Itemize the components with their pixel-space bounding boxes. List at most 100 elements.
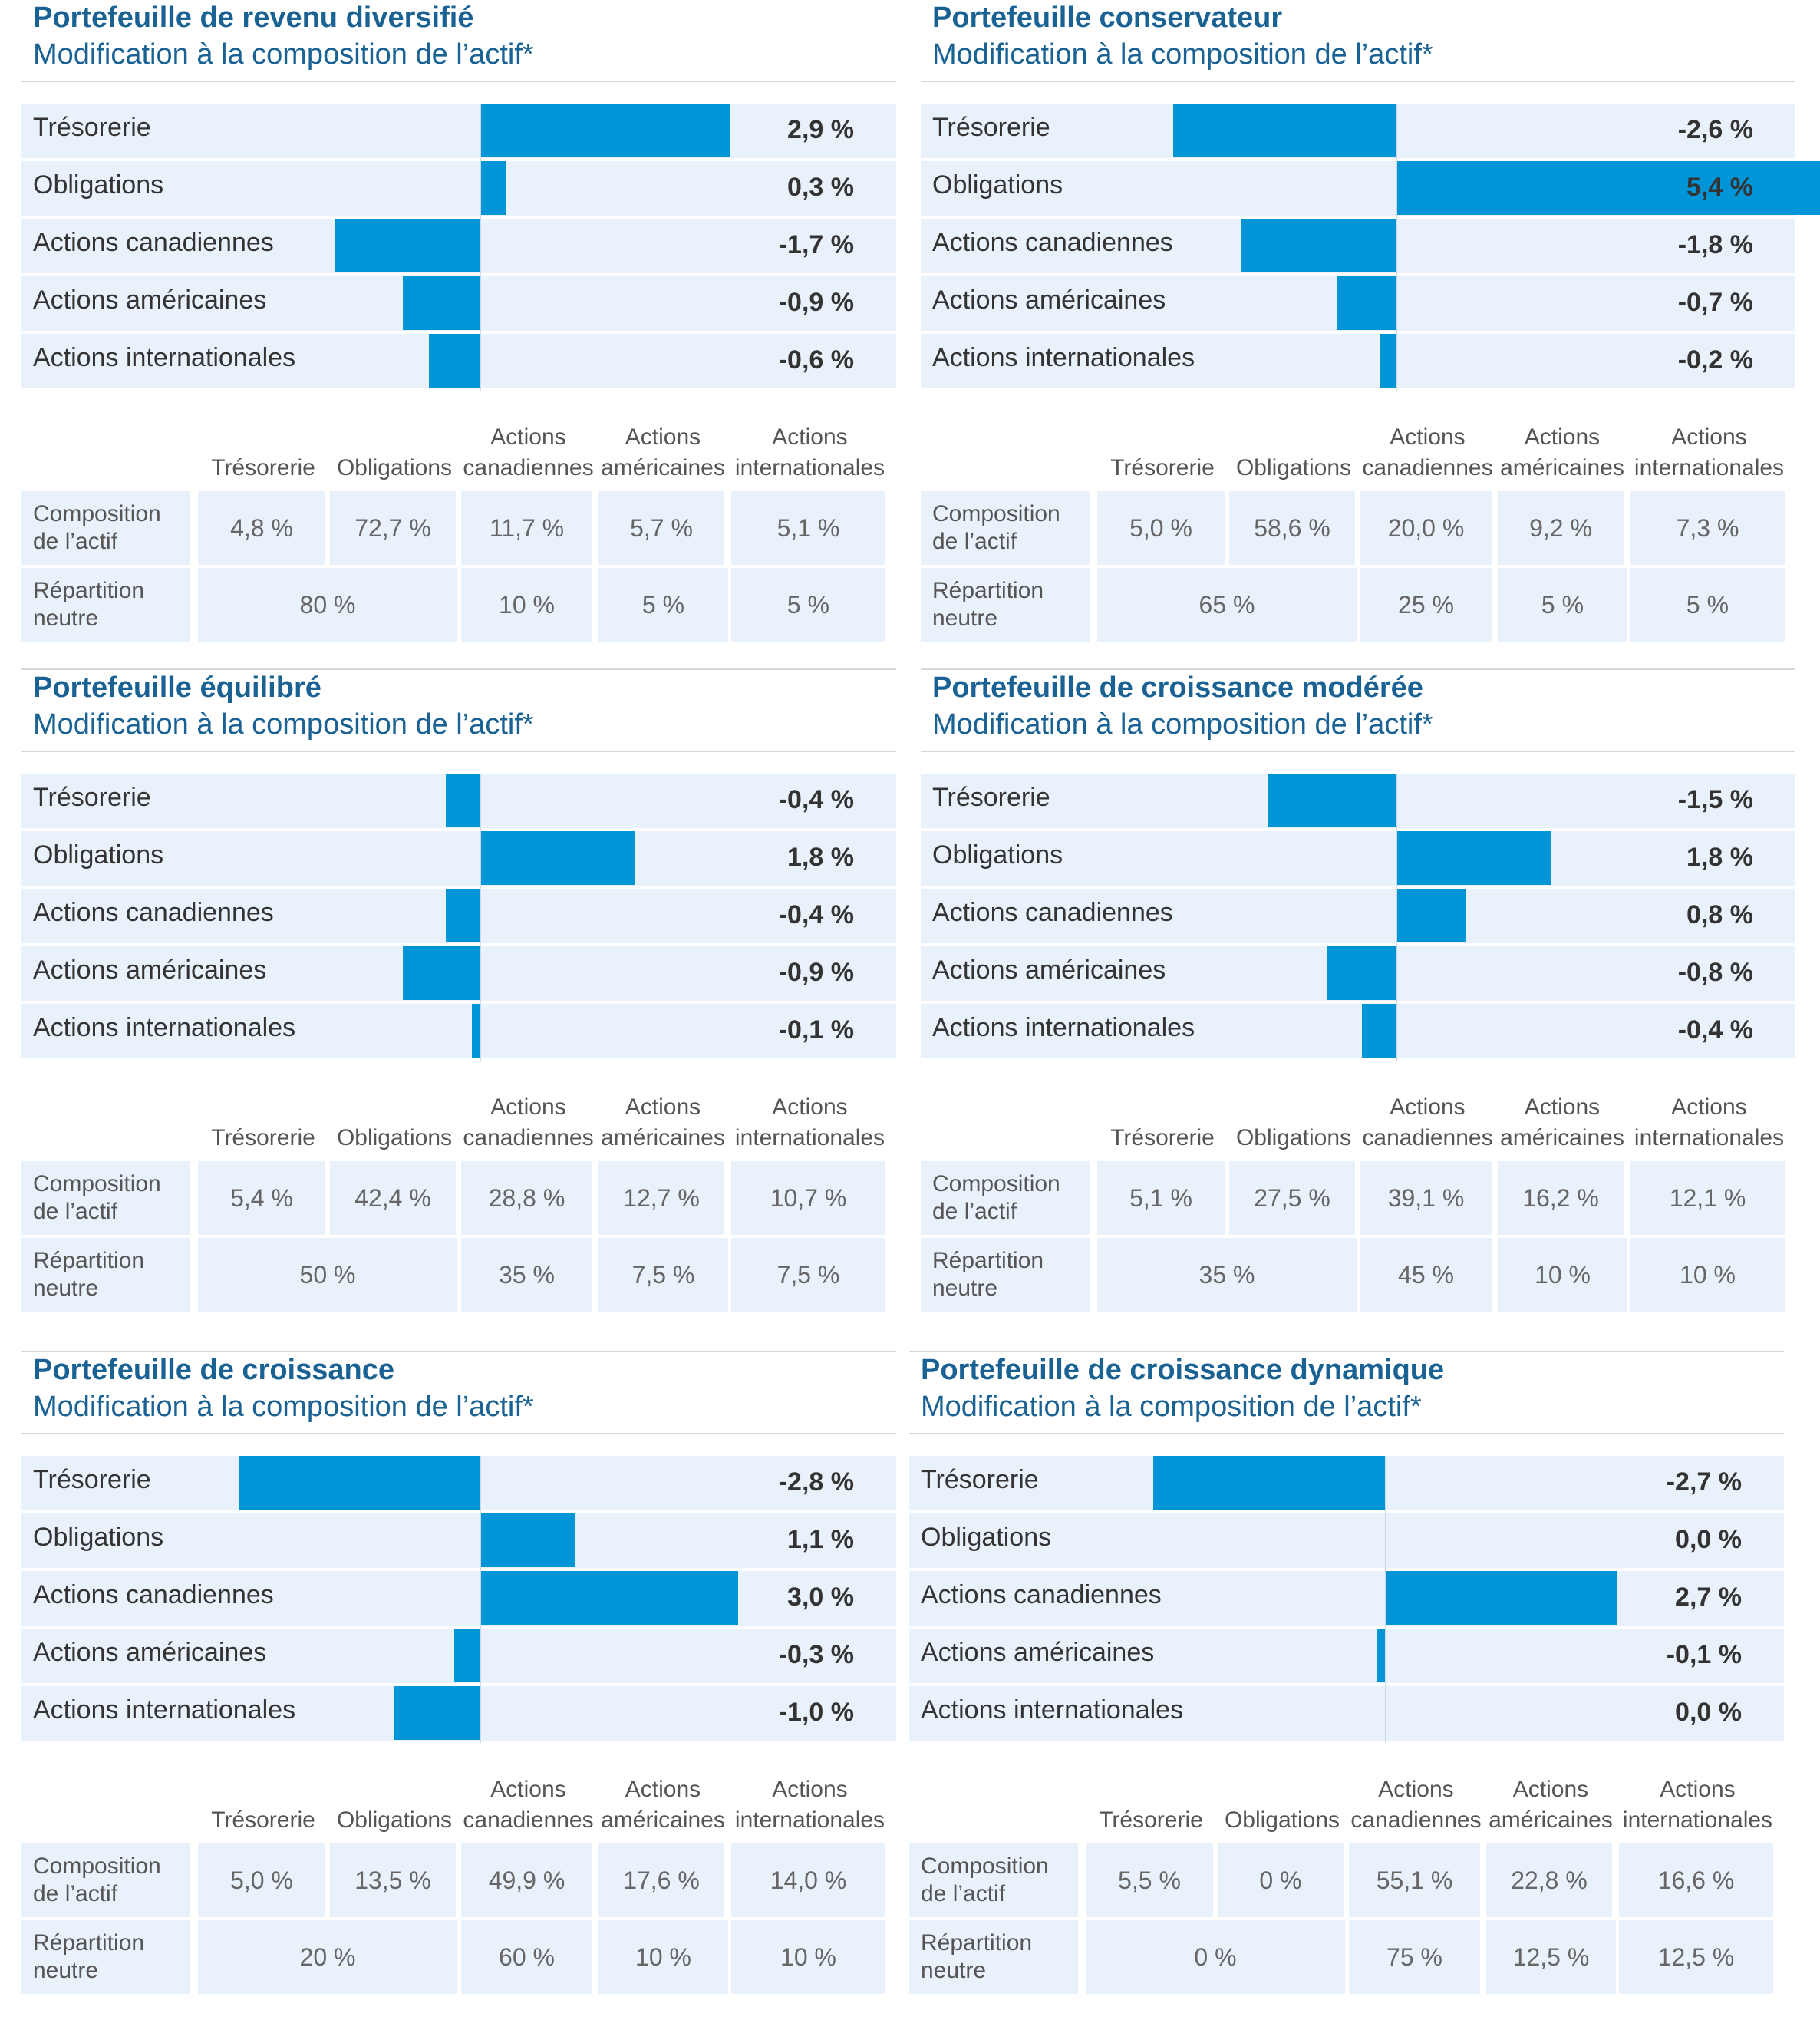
neutral-cell: 75 % xyxy=(1349,1920,1480,1994)
category-label: Actions canadiennes xyxy=(33,1580,274,1609)
table-column-header: Trésorerie xyxy=(211,1125,315,1150)
bar xyxy=(1396,889,1466,942)
value-label: 3,0 % xyxy=(787,1583,854,1612)
chart-subtitle: Modification à la composition de l’actif… xyxy=(33,1391,534,1423)
table-column-header: Actions américaines xyxy=(1500,424,1624,480)
table-column-header: Actions canadiennes xyxy=(1362,1094,1493,1150)
value-label: 1,8 % xyxy=(787,843,854,872)
bar-row: Trésorerie -1,5 % xyxy=(921,774,1795,828)
chart-panel: Portefeuille de croissance Modification à… xyxy=(21,1351,896,2012)
bar-row: Obligations 0,3 % xyxy=(21,161,896,216)
bar xyxy=(403,946,480,1000)
bar xyxy=(1152,1456,1385,1510)
bar-row: Actions américaines -0,3 % xyxy=(21,1629,896,1683)
value-label: 0,8 % xyxy=(1686,900,1753,929)
bar-row: Trésorerie -2,6 % xyxy=(921,104,1795,158)
table-column-header: Obligations xyxy=(336,455,453,480)
bar xyxy=(239,1456,480,1510)
zero-line xyxy=(1396,104,1397,391)
bar-area: Trésorerie -1,5 % Obligations 1,8 % Actions … xyxy=(921,774,1795,1061)
bar xyxy=(1172,104,1396,157)
bar-row: Actions canadiennes -1,7 % xyxy=(21,219,896,273)
allocation-table: Trésorerie Obligations Actions canadiennes… xyxy=(21,1084,896,1312)
composition-cell: 0 % xyxy=(1218,1843,1344,1917)
bar xyxy=(428,334,480,388)
bar-row: Trésorerie 2,9 % xyxy=(21,104,896,158)
value-label: -1,5 % xyxy=(1677,785,1753,814)
row-header-neutral: Répartition neutre xyxy=(21,1238,190,1312)
chart-title: Portefeuille de croissance xyxy=(33,1354,394,1386)
bar-area: Trésorerie -2,7 % Obligations 0,0 % Actions … xyxy=(909,1456,1784,1743)
chart-panel: Portefeuille conservateur Modification à … xyxy=(921,0,1820,660)
panel-divider xyxy=(921,668,1795,670)
category-label: Obligations xyxy=(932,170,1063,200)
bar-row: Actions internationales -0,1 % xyxy=(21,1004,896,1058)
value-label: -0,9 % xyxy=(778,958,854,987)
neutral-cell: 50 % xyxy=(198,1238,457,1312)
category-label: Actions américaines xyxy=(33,1638,267,1667)
value-label: -2,8 % xyxy=(778,1467,854,1497)
bar-row: Actions internationales -0,2 % xyxy=(921,334,1795,388)
allocation-table: Trésorerie Obligations Actions canadiennes… xyxy=(909,1767,1784,1994)
bar xyxy=(480,831,635,885)
neutral-cell: 80 % xyxy=(198,568,457,642)
bar-row: Trésorerie -0,4 % xyxy=(21,774,896,828)
neutral-cell: 5 % xyxy=(1498,568,1627,642)
category-label: Actions internationales xyxy=(33,343,296,372)
bar xyxy=(394,1686,480,1740)
bar-area: Trésorerie 2,9 % Obligations 0,3 % Actions c… xyxy=(21,104,896,391)
value-label: -2,7 % xyxy=(1666,1467,1742,1497)
category-label: Obligations xyxy=(33,170,164,200)
bar xyxy=(1241,219,1396,272)
value-label: 1,8 % xyxy=(1686,843,1753,872)
table-column-header: Obligations xyxy=(1224,1807,1340,1833)
title-rule xyxy=(909,1433,1784,1434)
bar xyxy=(1376,1629,1385,1682)
value-label: 1,1 % xyxy=(787,1525,854,1554)
composition-cell: 13,5 % xyxy=(330,1843,456,1917)
value-label: -0,6 % xyxy=(778,345,854,375)
chart-panel: Portefeuille de croissance modérée Modifi… xyxy=(921,668,1795,1330)
neutral-cell: 10 % xyxy=(731,1920,885,1994)
category-label: Actions internationales xyxy=(932,1013,1195,1042)
neutral-cell: 7,5 % xyxy=(598,1238,728,1312)
bar xyxy=(480,1571,738,1625)
composition-cell: 16,6 % xyxy=(1619,1843,1773,1917)
category-label: Actions américaines xyxy=(33,286,267,315)
chart-panel: Portefeuille de revenu diversifié Modific… xyxy=(21,0,896,660)
category-label: Trésorerie xyxy=(932,113,1050,142)
composition-cell: 39,1 % xyxy=(1360,1161,1492,1235)
category-label: Trésorerie xyxy=(932,783,1050,812)
row-header-composition: Composition de l’actif xyxy=(21,1843,190,1917)
bar-row: Actions canadiennes -0,4 % xyxy=(21,889,896,943)
bar-row: Obligations 1,8 % xyxy=(921,831,1795,886)
bar-area: Trésorerie -2,6 % Obligations 5,4 % Actions … xyxy=(921,104,1820,391)
table-column-header: Actions internationales xyxy=(1634,424,1785,480)
value-label: -0,7 % xyxy=(1677,288,1753,317)
neutral-cell: 0 % xyxy=(1086,1920,1345,1994)
composition-cell: 5,4 % xyxy=(198,1161,325,1235)
bar-area: Trésorerie -0,4 % Obligations 1,8 % Actions … xyxy=(21,774,896,1061)
category-label: Actions internationales xyxy=(33,1695,296,1725)
bar-row: Actions américaines -0,7 % xyxy=(921,276,1795,331)
bar xyxy=(1336,276,1396,330)
value-label: -2,6 % xyxy=(1677,115,1753,144)
category-label: Obligations xyxy=(33,1523,164,1552)
composition-cell: 4,8 % xyxy=(198,491,325,565)
neutral-cell: 20 % xyxy=(198,1920,457,1994)
bar xyxy=(446,889,480,942)
composition-cell: 5,1 % xyxy=(1097,1161,1225,1235)
bar-row: Actions canadiennes 0,8 % xyxy=(921,889,1795,943)
table-column-header: Actions internationales xyxy=(734,1777,885,1833)
category-label: Trésorerie xyxy=(33,783,151,812)
neutral-cell: 65 % xyxy=(1097,568,1357,642)
chart-subtitle: Modification à la composition de l’actif… xyxy=(921,1391,1422,1423)
row-header-composition: Composition de l’actif xyxy=(921,491,1090,565)
row-header-neutral: Répartition neutre xyxy=(921,568,1090,642)
value-label: 0,0 % xyxy=(1675,1525,1742,1554)
bar-row: Obligations 5,4 % xyxy=(921,161,1820,216)
value-label: -0,1 % xyxy=(778,1015,854,1045)
category-label: Actions américaines xyxy=(932,286,1166,315)
composition-cell: 5,5 % xyxy=(1086,1843,1213,1917)
bar-row: Actions internationales -0,6 % xyxy=(21,334,896,388)
